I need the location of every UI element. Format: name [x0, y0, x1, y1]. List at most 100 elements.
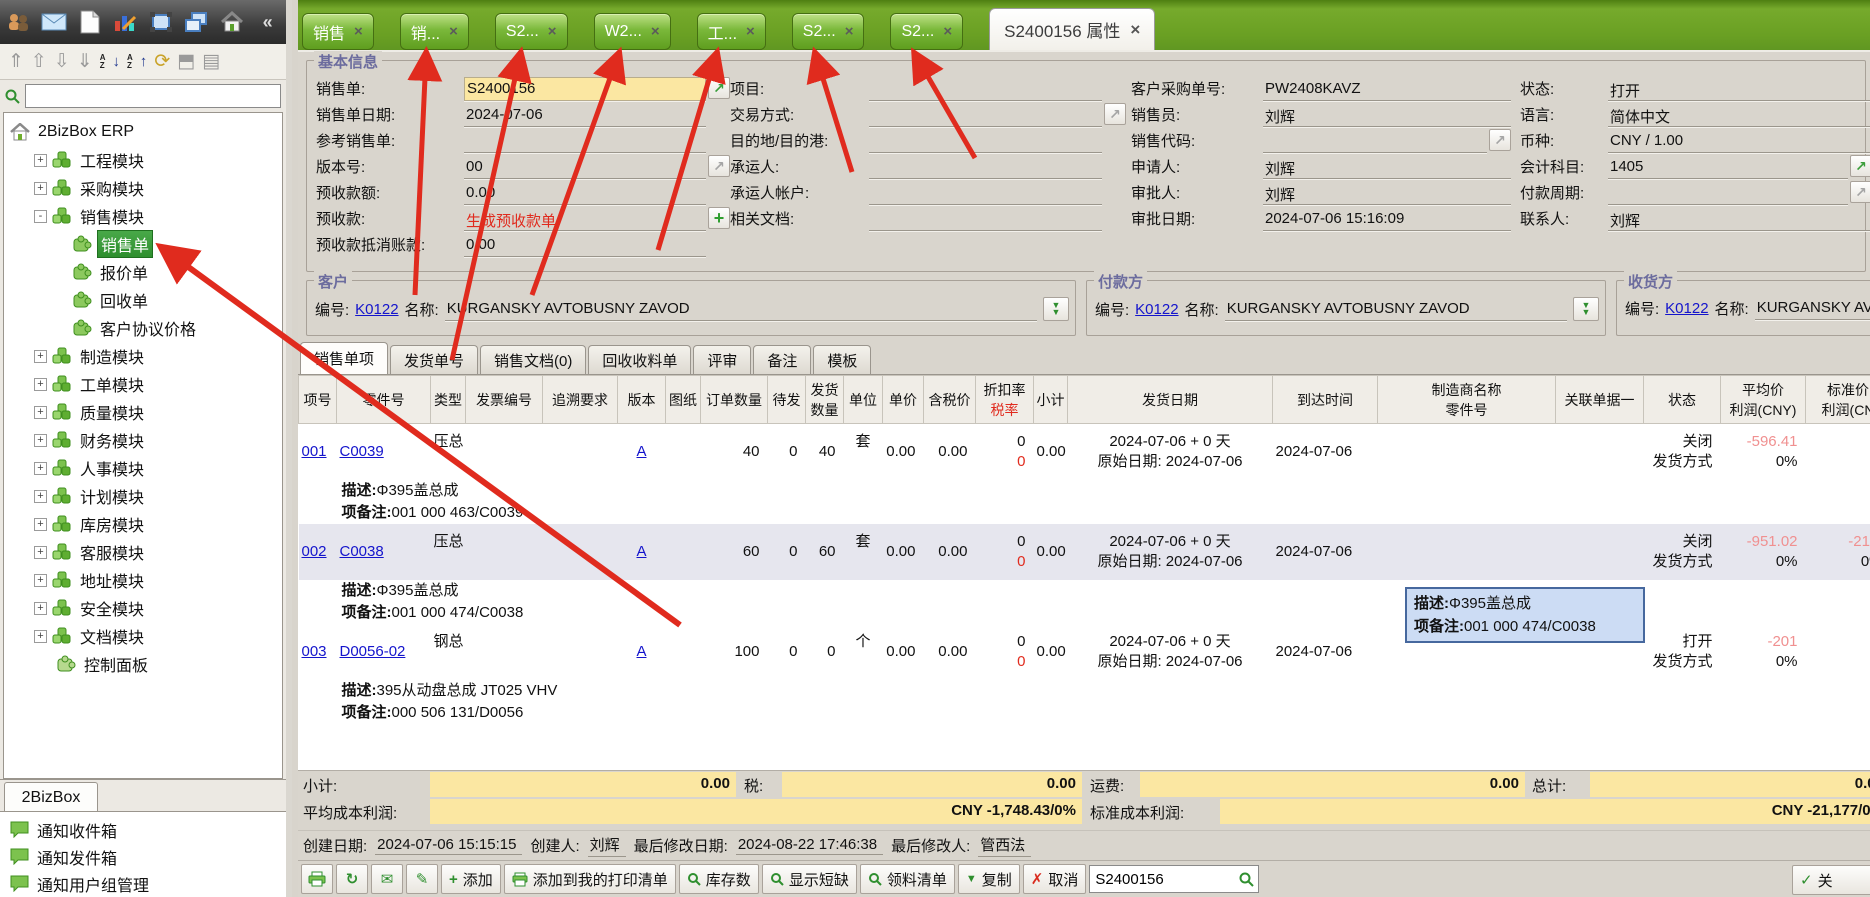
tree-item-document-module[interactable]: + 文档模块 — [4, 622, 282, 650]
close-icon[interactable]: × — [354, 23, 363, 40]
customer-po-field[interactable]: PW2408KAVZ — [1263, 78, 1511, 101]
expander-icon[interactable]: + — [34, 433, 47, 447]
tab-sales-documents[interactable]: 销售文档(0) — [480, 345, 587, 374]
cancel-button[interactable]: ✗ 取消 — [1022, 864, 1087, 894]
approver-field[interactable]: 刘辉 — [1263, 182, 1511, 205]
tree-item-customer-service-module[interactable]: + 客服模块 — [4, 538, 282, 566]
expander-icon[interactable]: + — [34, 153, 47, 167]
sales-no-field[interactable]: S2400156 — [464, 77, 706, 101]
contact-field[interactable]: 刘辉 — [1608, 208, 1870, 231]
open-account-icon[interactable]: ↗ — [1850, 155, 1870, 177]
close-icon[interactable]: × — [746, 23, 755, 40]
tree-item-sales-module[interactable]: - 销售模块 — [4, 202, 282, 230]
tree-item-quotation[interactable]: 报价单 — [4, 258, 282, 286]
version-field[interactable]: 00 — [464, 156, 706, 179]
eraser-icon[interactable]: ⬒ — [177, 51, 196, 72]
move-bottom-icon[interactable]: ⇓ — [76, 51, 93, 72]
pick-sales-code-icon[interactable]: ↗ — [1489, 129, 1511, 151]
language-field[interactable]: 简体中文 — [1608, 104, 1870, 127]
home-icon[interactable] — [216, 4, 249, 40]
expander-icon[interactable]: + — [34, 545, 47, 559]
version-link[interactable]: A — [636, 443, 647, 461]
tab-review[interactable]: 评审 — [693, 345, 752, 374]
tree-item-root[interactable]: 2BizBox ERP — [4, 118, 282, 146]
generate-advance-link[interactable]: 生成预收款单 — [464, 208, 706, 231]
sales-date-field[interactable]: 2024-07-06 — [464, 104, 706, 127]
expander-icon[interactable]: + — [34, 181, 47, 195]
pick-list-button[interactable]: 领料清单 — [859, 864, 955, 894]
tab-2bizbox[interactable]: 2BizBox — [4, 782, 98, 812]
col-trace[interactable]: 追溯要求 — [542, 375, 618, 424]
tab-remarks[interactable]: 备注 — [753, 345, 812, 374]
tab-s2-1[interactable]: S2... × — [494, 13, 568, 50]
tree-item-notify-outbox[interactable]: 通知发件箱 — [10, 843, 286, 870]
tree-item-warehouse-module[interactable]: + 库房模块 — [4, 510, 282, 538]
currency-field[interactable]: CNY / 1.00 — [1608, 130, 1870, 153]
tree-item-engineering-module[interactable]: + 工程模块 — [4, 146, 282, 174]
payment-cycle-field[interactable] — [1608, 182, 1848, 205]
tree-item-hr-module[interactable]: + 人事模块 — [4, 454, 282, 482]
document-icon[interactable] — [73, 4, 106, 40]
multi-select-icon[interactable] — [180, 4, 213, 40]
related-docs-field[interactable] — [869, 208, 1102, 231]
tab-template[interactable]: 模板 — [813, 345, 872, 374]
col-ship-date[interactable]: 发货日期 — [1067, 375, 1273, 424]
tree-item-manufacturing-module[interactable]: + 制造模块 — [4, 342, 282, 370]
open-version-icon[interactable]: ↗ — [708, 155, 730, 177]
version-link[interactable]: A — [636, 643, 647, 660]
show-shortage-button[interactable]: 显示短缺 — [761, 864, 857, 894]
carrier-account-field[interactable] — [869, 182, 1102, 205]
expander-icon[interactable]: + — [34, 377, 47, 391]
tree-item-notify-inbox[interactable]: 通知收件箱 — [10, 816, 286, 843]
close-icon[interactable]: × — [449, 23, 458, 40]
col-drawing[interactable]: 图纸 — [665, 375, 701, 424]
tree-item-security-module[interactable]: + 安全模块 — [4, 594, 282, 622]
tree-refresh-icon[interactable]: ⟳ — [154, 51, 171, 72]
item-no-link[interactable]: 001 — [301, 443, 327, 461]
tab-workorder[interactable]: 工... × — [696, 13, 766, 50]
version-link[interactable]: A — [636, 543, 647, 560]
item-no-link[interactable]: 002 — [301, 543, 327, 560]
expander-icon[interactable]: + — [34, 573, 47, 587]
col-unit[interactable]: 单位 — [843, 375, 883, 424]
expand-customer-icon[interactable]: ▼ ▼ — [1043, 297, 1069, 321]
col-type[interactable]: 类型 — [430, 375, 466, 424]
print-button[interactable] — [301, 864, 333, 894]
col-arrival[interactable]: 到达时间 — [1272, 375, 1378, 424]
part-no-link[interactable]: C0038 — [339, 543, 384, 560]
col-pending[interactable]: 待发 — [767, 375, 806, 424]
users-icon[interactable] — [2, 4, 35, 40]
col-item[interactable]: 项号 — [298, 375, 337, 424]
ref-sales-field[interactable] — [464, 130, 706, 153]
destination-field[interactable] — [869, 130, 1102, 153]
add-advance-icon[interactable]: + — [708, 207, 730, 229]
customer-code-link[interactable]: K0122 — [355, 300, 399, 318]
tree-item-control-panel[interactable]: 控制面板 — [4, 650, 282, 678]
move-down-icon[interactable]: ⇩ — [53, 51, 70, 72]
notes-icon[interactable]: ▤ — [202, 51, 221, 72]
tab-recycle-receipts[interactable]: 回收收料单 — [588, 345, 692, 374]
tree-item-recycle-order[interactable]: 回收单 — [4, 286, 282, 314]
tab-sales-2[interactable]: 销... × — [399, 13, 469, 50]
salesman-field[interactable]: 刘辉 — [1263, 104, 1511, 127]
copy-button[interactable]: ▼ 复制 — [957, 864, 1020, 894]
mail-icon[interactable] — [38, 4, 71, 40]
move-top-icon[interactable]: ⇑ — [8, 51, 24, 72]
approve-date-field[interactable]: 2024-07-06 15:16:09 — [1263, 208, 1511, 231]
expander-icon[interactable]: + — [34, 489, 47, 503]
tree-item-work-order-module[interactable]: + 工单模块 — [4, 370, 282, 398]
close-icon[interactable]: × — [650, 23, 660, 40]
close-icon[interactable]: × — [943, 23, 953, 40]
col-qty[interactable]: 订单数量 — [700, 375, 768, 424]
tree-item-quality-module[interactable]: + 质量模块 — [4, 398, 282, 426]
expander-icon[interactable]: + — [34, 601, 47, 615]
tree-item-address-module[interactable]: + 地址模块 — [4, 566, 282, 594]
advance-offset-field[interactable]: 0.00 — [464, 234, 706, 257]
close-icon[interactable]: × — [547, 23, 557, 40]
edit-button[interactable]: ✎ — [406, 864, 438, 894]
close-icon[interactable]: × — [844, 23, 854, 40]
